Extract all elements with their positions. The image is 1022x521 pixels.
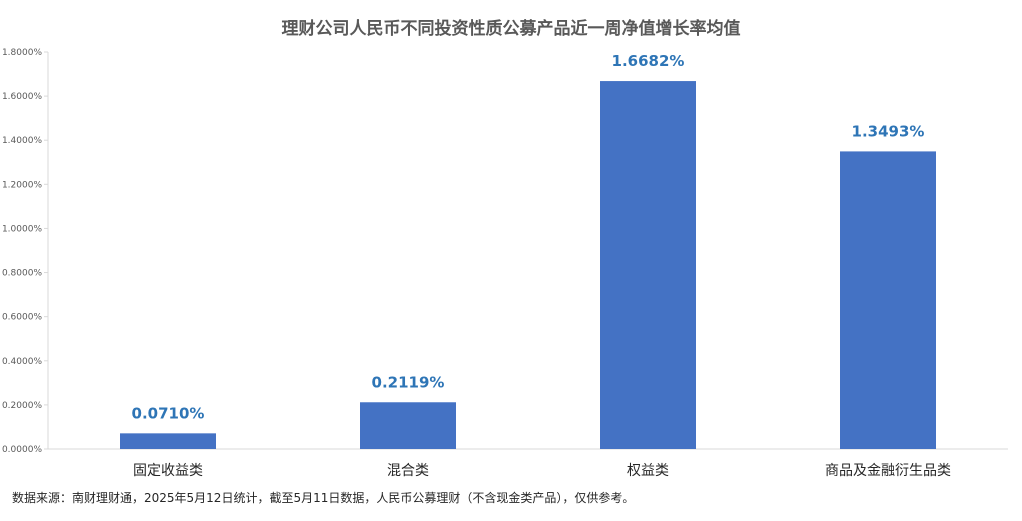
data-label: 0.0710% bbox=[132, 404, 205, 422]
data-label: 0.2119% bbox=[372, 373, 445, 391]
y-tick-label: 1.4000% bbox=[2, 136, 42, 146]
x-category-label: 固定收益类 bbox=[133, 463, 203, 479]
bar bbox=[120, 433, 216, 449]
y-tick-label: 0.8000% bbox=[2, 269, 42, 279]
data-label: 1.3493% bbox=[852, 122, 925, 140]
source-note: 数据来源：南财理财通，2025年5月12日统计，截至5月11日数据，人民币公募理… bbox=[12, 491, 635, 505]
x-category-label: 权益类 bbox=[627, 463, 669, 479]
bar bbox=[600, 81, 696, 450]
bar bbox=[840, 151, 936, 449]
bar bbox=[360, 402, 456, 449]
y-tick-label: 1.8000% bbox=[2, 48, 42, 58]
y-tick-label: 1.0000% bbox=[2, 224, 42, 234]
chart-title: 理财公司人民币不同投资性质公募产品近一周净值增长率均值 bbox=[281, 19, 741, 39]
y-tick-label: 0.4000% bbox=[2, 357, 42, 367]
y-tick-label: 0.6000% bbox=[2, 313, 42, 323]
y-tick-label: 0.0000% bbox=[2, 445, 42, 455]
x-category-label: 混合类 bbox=[387, 463, 429, 479]
y-tick-label: 1.2000% bbox=[2, 180, 42, 190]
x-category-label: 商品及金融衍生品类 bbox=[825, 463, 951, 479]
y-tick-label: 1.6000% bbox=[2, 92, 42, 102]
data-label: 1.6682% bbox=[612, 52, 685, 70]
y-tick-label: 0.2000% bbox=[2, 401, 42, 411]
